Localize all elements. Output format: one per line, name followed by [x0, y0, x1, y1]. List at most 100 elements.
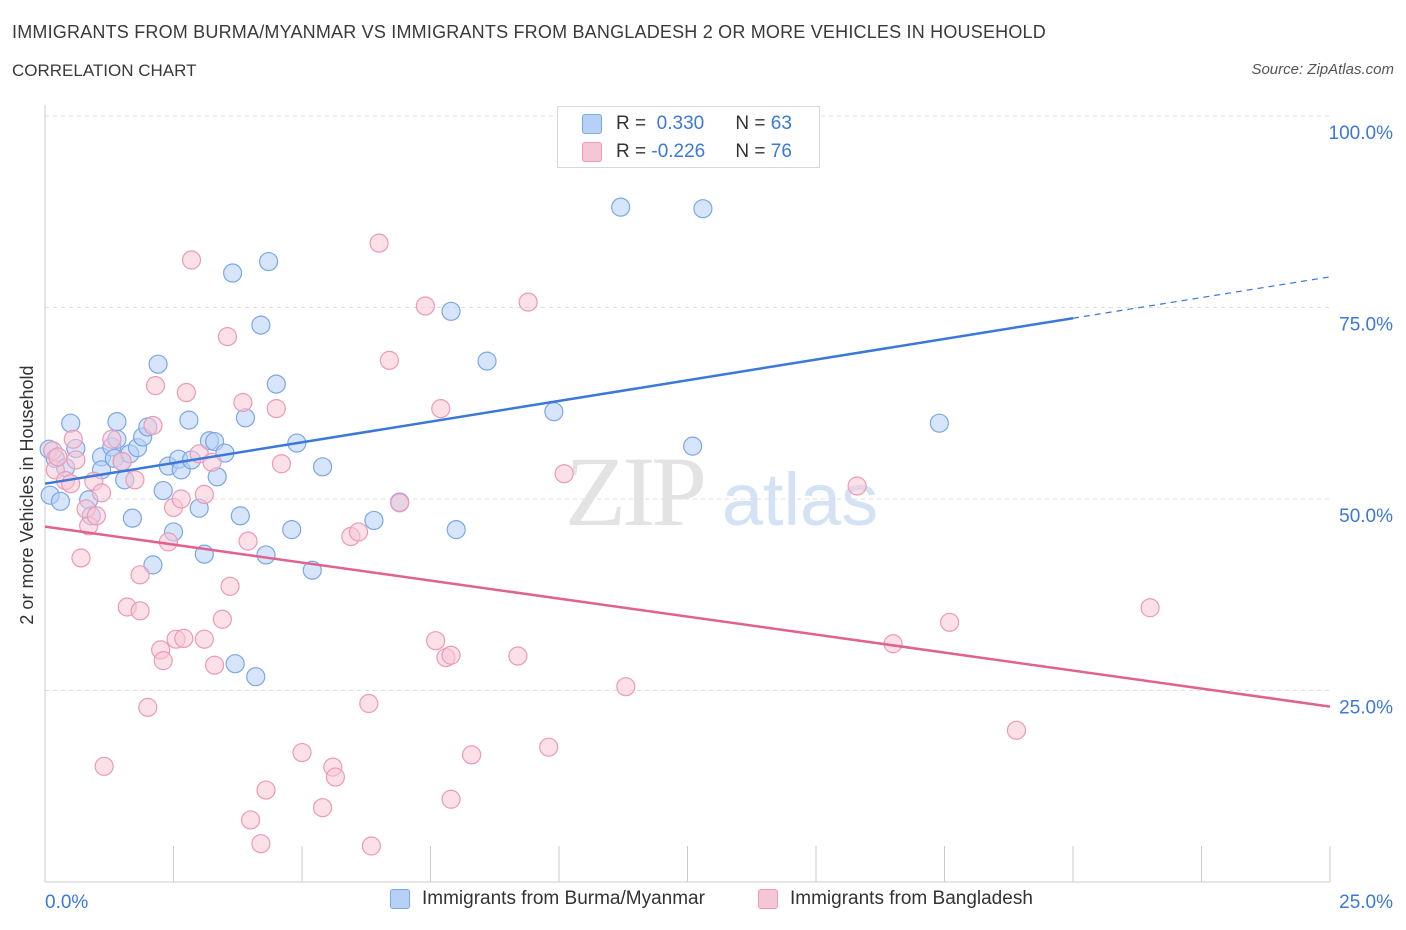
burma-point	[122, 508, 142, 528]
source-credit: Source: ZipAtlas.com	[1251, 61, 1394, 78]
burma-point	[225, 654, 245, 674]
bangladesh-point	[390, 493, 410, 513]
bangladesh-point	[181, 250, 202, 270]
burma-point	[477, 351, 497, 371]
bangladesh-point	[292, 742, 312, 763]
series-legend: Immigrants from Burma/Myanmar Immigrants…	[0, 888, 1406, 918]
legend-r-label: R =	[616, 141, 652, 162]
bangladesh-point	[63, 429, 83, 449]
bangladesh-point	[153, 651, 173, 671]
legend-item-bangladesh[interactable]: Immigrants from Bangladesh	[758, 888, 1033, 910]
burma-point	[683, 436, 703, 456]
legend-item-burma[interactable]: Immigrants from Burma/Myanmar	[390, 888, 705, 910]
bangladesh-point	[847, 476, 867, 496]
burma-point	[364, 510, 384, 531]
burma-point	[230, 506, 250, 526]
burma-point	[223, 263, 243, 283]
bangladesh-point	[91, 483, 112, 503]
bangladesh-point	[174, 628, 194, 649]
y-tick-label: 75.0%	[1339, 315, 1393, 336]
bangladesh-point	[266, 399, 286, 419]
legend-r-value: 0.330	[651, 113, 705, 134]
bangladesh-point	[325, 767, 346, 787]
bangladesh-point	[518, 292, 538, 312]
chart-title: IMMIGRANTS FROM BURMA/MYANMAR VS IMMIGRA…	[12, 22, 1046, 42]
bangladesh-point	[312, 798, 333, 818]
bangladesh-point	[426, 631, 446, 651]
legend-swatch-burma	[582, 114, 602, 134]
bangladesh-point	[940, 612, 960, 632]
legend-n-value: 76	[770, 141, 792, 162]
burma-point	[446, 520, 466, 540]
trend-lines	[44, 276, 1331, 708]
y-axis-label: 2 or more Vehicles in Household	[17, 365, 37, 624]
y-tick-label: 100.0%	[1329, 123, 1394, 144]
legend-n-label: N =	[735, 141, 771, 162]
bangladesh-point	[271, 454, 292, 474]
bangladesh-point	[359, 693, 379, 714]
bangladesh-point	[441, 645, 461, 665]
bangladesh-point	[171, 489, 191, 509]
burma-point	[50, 491, 71, 511]
bangladesh-point	[241, 810, 261, 830]
bangladesh-point	[361, 836, 381, 856]
bangladesh-point	[238, 531, 258, 551]
bangladesh-point	[441, 789, 461, 809]
series-burma-points	[39, 197, 949, 687]
x-tick-labels: 0.0% 25.0%	[45, 892, 1393, 913]
burma-point	[929, 413, 949, 433]
bangladesh-point	[66, 450, 86, 470]
burma-point	[256, 545, 276, 565]
burma-point	[143, 555, 163, 575]
bangladesh-point	[176, 382, 196, 403]
legend-label-burma: Immigrants from Burma/Myanmar	[422, 888, 705, 909]
y-tick-labels: 100.0% 75.0% 50.0% 25.0%	[1329, 123, 1394, 719]
bangladesh-point	[251, 834, 271, 854]
legend-n-label: N =	[735, 113, 771, 134]
bangladesh-point	[256, 780, 276, 800]
zipatlas-watermark: ZIP atlas	[565, 436, 878, 547]
bangladesh-point	[233, 392, 253, 413]
bangladesh-point	[130, 565, 150, 585]
bangladesh-point	[94, 756, 114, 776]
bangladesh-point	[1140, 598, 1160, 618]
bangladesh-point	[554, 464, 574, 484]
bangladesh-point	[112, 451, 132, 472]
burma-point	[153, 480, 173, 501]
burma-point	[251, 315, 271, 335]
burma-point	[441, 301, 461, 321]
bangladesh-point	[379, 350, 399, 370]
bangladesh-point	[102, 429, 122, 449]
bangladesh-point	[86, 506, 107, 526]
legend-row-bangladesh: R = -0.226 N = 76	[582, 141, 792, 163]
bangladesh-point	[194, 484, 214, 505]
watermark-zip: ZIP	[565, 436, 703, 547]
burma-point	[611, 197, 631, 217]
bangladesh-point	[348, 522, 369, 542]
bangladesh-point	[508, 646, 528, 666]
bangladesh-point	[1006, 720, 1027, 740]
bangladesh-point	[431, 399, 451, 419]
bangladesh-point	[369, 233, 389, 253]
bangladesh-point	[212, 609, 232, 629]
bangladesh-point	[138, 697, 158, 717]
bangladesh-point	[616, 677, 636, 697]
burma-point	[258, 251, 279, 272]
legend-r-label: R =	[616, 113, 652, 134]
burma-point	[282, 520, 302, 540]
legend-row-burma: R = 0.330 N = 63	[582, 113, 792, 135]
bangladesh-point	[71, 548, 91, 568]
correlation-legend: R = 0.330 N = 63 R = -0.226 N = 76	[557, 106, 820, 168]
trend-line-burma-extension	[1072, 276, 1331, 319]
watermark-atlas: atlas	[722, 458, 878, 541]
burma-point	[61, 413, 81, 433]
legend-n-value: 63	[770, 113, 792, 134]
bangladesh-point	[205, 655, 225, 675]
legend-r-value: -0.226	[651, 141, 706, 162]
burma-point	[266, 374, 286, 394]
burma-point	[312, 457, 333, 477]
trend-line-bangladesh	[44, 525, 1331, 708]
bangladesh-point	[220, 576, 240, 596]
y-tick-label: 25.0%	[1339, 698, 1393, 719]
legend-label-bangladesh: Immigrants from Bangladesh	[790, 888, 1033, 909]
